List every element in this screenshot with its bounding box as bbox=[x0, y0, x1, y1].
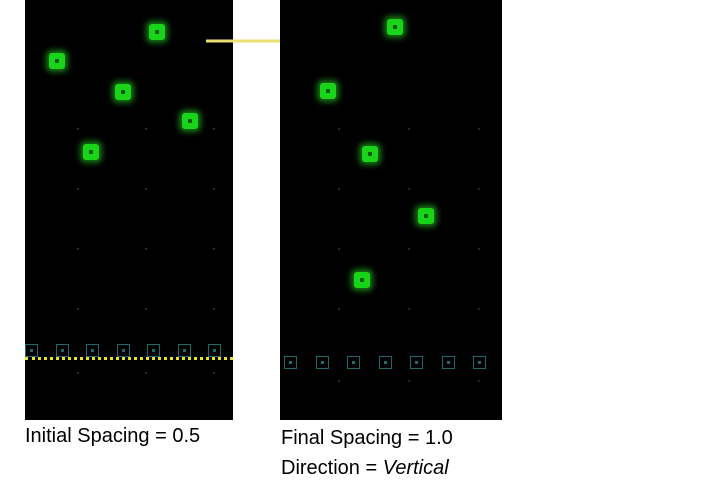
grid-dot bbox=[478, 188, 480, 190]
green-square bbox=[83, 144, 99, 160]
green-square bbox=[182, 113, 198, 129]
guide-line bbox=[25, 357, 233, 360]
grid-dot bbox=[77, 372, 79, 374]
direction-value: Vertical bbox=[382, 457, 449, 479]
grid-dot bbox=[478, 248, 480, 250]
anchor-square bbox=[284, 356, 297, 369]
grid-dot bbox=[77, 248, 79, 250]
grid-dot bbox=[145, 128, 147, 130]
grid-dot bbox=[145, 188, 147, 190]
grid-dot bbox=[408, 128, 410, 130]
anchor-square bbox=[315, 356, 329, 369]
grid-dot bbox=[213, 128, 215, 130]
grid-dot bbox=[213, 188, 215, 190]
anchor-square bbox=[116, 344, 130, 357]
direction-caption: Direction = Vertical bbox=[281, 456, 449, 480]
anchor-square bbox=[347, 356, 360, 369]
grid-dot bbox=[338, 128, 340, 130]
grid-dot bbox=[145, 248, 147, 250]
grid-dot bbox=[408, 308, 410, 310]
green-square bbox=[362, 146, 378, 162]
grid-dot bbox=[338, 248, 340, 250]
grid-dot bbox=[478, 308, 480, 310]
green-square bbox=[149, 24, 165, 40]
final-spacing-caption: Final Spacing = 1.0 bbox=[281, 427, 453, 449]
grid-dot bbox=[338, 308, 340, 310]
green-square bbox=[418, 208, 434, 224]
grid-dot bbox=[408, 248, 410, 250]
green-square bbox=[49, 53, 65, 69]
final-spacing-panel bbox=[280, 0, 502, 420]
green-square bbox=[387, 19, 403, 35]
anchor-square bbox=[177, 344, 191, 357]
grid-dot bbox=[77, 128, 79, 130]
grid-dot bbox=[145, 308, 147, 310]
grid-dot bbox=[478, 380, 480, 382]
grid-dot bbox=[408, 188, 410, 190]
initial-spacing-caption: Initial Spacing = 0.5 bbox=[25, 425, 201, 447]
anchor-square bbox=[25, 344, 38, 357]
anchor-square bbox=[147, 344, 160, 357]
grid-dot bbox=[408, 380, 410, 382]
grid-dot bbox=[77, 188, 79, 190]
anchor-square bbox=[86, 344, 99, 357]
grid-dot bbox=[213, 248, 215, 250]
green-square bbox=[115, 84, 131, 100]
initial-spacing-panel bbox=[25, 0, 233, 420]
direction-label: Direction = bbox=[281, 457, 383, 479]
grid-dot bbox=[213, 308, 215, 310]
grid-dot bbox=[338, 380, 340, 382]
anchor-square bbox=[55, 344, 69, 357]
anchor-square bbox=[378, 356, 392, 369]
grid-dot bbox=[338, 188, 340, 190]
green-square bbox=[320, 83, 336, 99]
grid-dot bbox=[213, 372, 215, 374]
grid-dot bbox=[77, 308, 79, 310]
anchor-square bbox=[441, 356, 455, 369]
anchor-square bbox=[208, 344, 221, 357]
grid-dot bbox=[478, 128, 480, 130]
anchor-square bbox=[473, 356, 486, 369]
anchor-square bbox=[410, 356, 423, 369]
grid-dot bbox=[145, 372, 147, 374]
green-square bbox=[354, 272, 370, 288]
